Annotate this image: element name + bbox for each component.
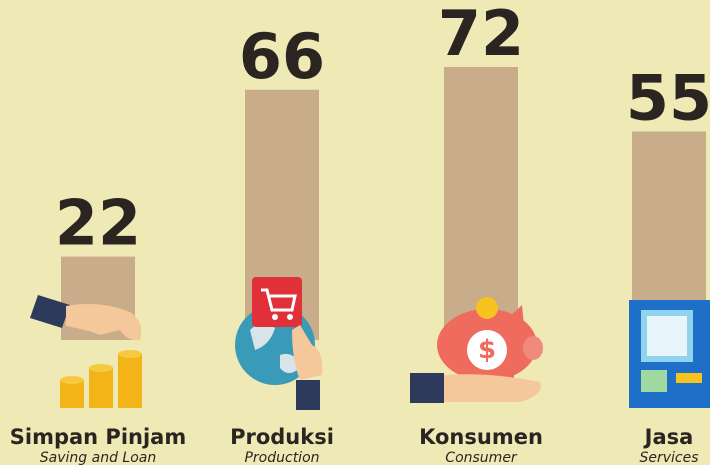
- value-label: 22: [55, 187, 141, 260]
- value-label: 66: [239, 20, 325, 93]
- category-label: Konsumen: [419, 425, 543, 449]
- chart: 22 66 72 55: [0, 0, 710, 465]
- category-label: Produksi: [230, 425, 334, 449]
- category-subtitle: Services: [639, 450, 698, 465]
- category-subtitle: Saving and Loan: [40, 450, 156, 465]
- value-label: 55: [626, 61, 710, 134]
- value-label: 72: [438, 0, 524, 70]
- category-subtitle: Consumer: [445, 450, 518, 465]
- category-subtitle: Production: [244, 450, 319, 465]
- dollar-sign: $: [478, 335, 496, 365]
- category-label: Simpan Pinjam: [10, 425, 186, 449]
- atm-icon: [629, 300, 710, 408]
- category-label: Jasa: [643, 425, 694, 449]
